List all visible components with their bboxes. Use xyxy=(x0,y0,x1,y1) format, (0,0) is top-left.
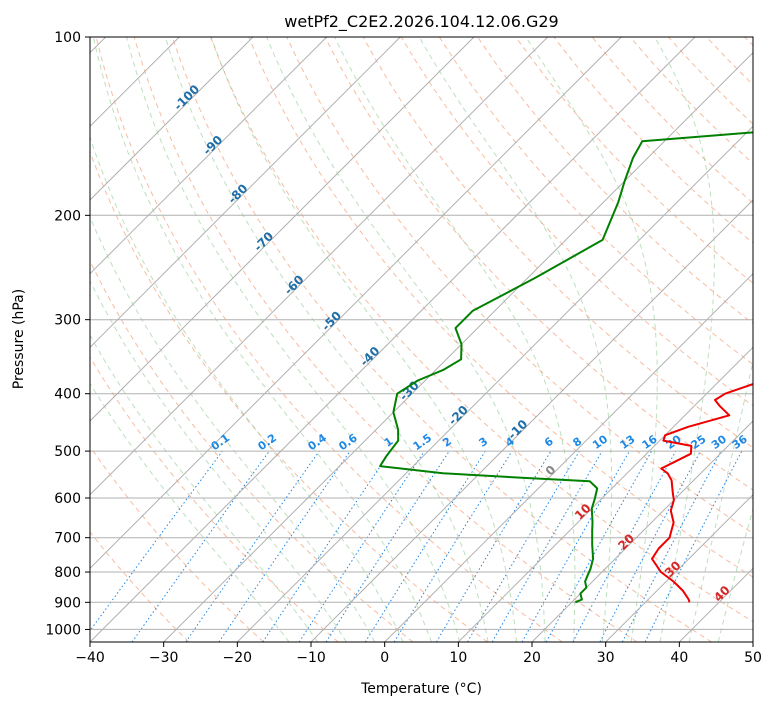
x-tick-label: 50 xyxy=(744,650,762,666)
mixing-ratio-line xyxy=(644,450,743,642)
x-tick-label: −40 xyxy=(75,650,105,666)
isotherm-lines xyxy=(90,37,753,642)
isotherm-line xyxy=(531,420,753,642)
isotherm-line xyxy=(310,199,753,642)
x-tick-label: −10 xyxy=(296,650,326,666)
moist-adiabat-line xyxy=(334,37,576,642)
x-axis-ticks: −40 −30 −20 −10 0 10 20 30 40 50 xyxy=(75,642,762,666)
plot-area: -100-90-80-70-60-50-40-30-20-100 0.1 0.2 0… xyxy=(90,37,753,642)
dry-adiabat-line xyxy=(95,37,563,642)
isotherm-line xyxy=(90,37,475,422)
dry-adiabat-line xyxy=(90,150,488,642)
isotherm-line xyxy=(605,493,753,642)
y-tick-label: 600 xyxy=(54,491,81,507)
moist-adiabat-line xyxy=(654,37,715,642)
y-axis-label: Pressure (hPa) xyxy=(11,289,27,389)
dry-adiabat-line xyxy=(171,37,712,642)
isotherm-line xyxy=(384,272,753,642)
isotherm-line xyxy=(163,51,753,642)
mixing-ratio-line xyxy=(572,450,677,642)
moist-adiabat-line xyxy=(418,37,613,642)
dewpoint-profile-line xyxy=(379,131,753,604)
y-tick-label: 200 xyxy=(54,208,81,224)
moist-adiabat-line xyxy=(266,37,546,642)
x-tick-label: 20 xyxy=(523,650,541,666)
profile-series xyxy=(379,131,753,604)
dry-adiabat-line xyxy=(248,37,753,578)
isotherm-line xyxy=(90,37,401,349)
x-tick-label: 0 xyxy=(380,650,389,666)
moist-adiabat-line xyxy=(90,135,404,642)
y-tick-label: 900 xyxy=(54,595,81,611)
x-tick-label: 30 xyxy=(597,650,615,666)
dry-adiabat-line xyxy=(90,531,190,642)
isotherm-line xyxy=(457,346,753,642)
mixing-ratio-lines xyxy=(90,450,743,642)
y-axis-ticks: 100 200 300 400 500 600 700 800 900 1000 xyxy=(45,30,90,638)
x-tick-label: −30 xyxy=(149,650,179,666)
mixing-ratio-line xyxy=(545,450,653,642)
mixing-ratio-line xyxy=(325,450,450,642)
dry-adiabat-line xyxy=(210,37,753,623)
moist-adiabat-line xyxy=(126,37,461,642)
dry-adiabat-line xyxy=(400,37,753,407)
plot-frame xyxy=(89,36,754,643)
mixing-ratio-line xyxy=(262,450,392,642)
temperature-profile-line xyxy=(651,382,753,603)
x-tick-label: 10 xyxy=(449,650,467,666)
chart-title: wetPf2_C2E2.2026.104.12.06.G29 xyxy=(284,12,558,32)
isotherm-line xyxy=(90,37,254,201)
moist-adiabat-line xyxy=(164,37,489,642)
dry-adiabat-line xyxy=(90,445,264,642)
y-tick-label: 500 xyxy=(54,444,81,460)
mixing-ratio-line xyxy=(131,450,270,642)
dry-adiabat-line xyxy=(90,356,339,642)
moist-adiabat-line xyxy=(90,334,319,642)
dry-adiabats xyxy=(90,37,753,642)
y-tick-label: 800 xyxy=(54,565,81,581)
isobar-gridlines xyxy=(90,37,753,630)
isotherm-line xyxy=(90,37,696,642)
dry-adiabat-line xyxy=(438,37,753,366)
mixing-ratio-line xyxy=(185,450,320,642)
moist-adiabat-line xyxy=(90,215,376,642)
moist-adiabats xyxy=(90,37,753,642)
dry-adiabat-line xyxy=(515,37,753,284)
y-tick-label: 300 xyxy=(54,313,81,329)
y-tick-label: 400 xyxy=(54,387,81,403)
mixing-ratio-line xyxy=(393,450,513,642)
moist-adiabat-line xyxy=(525,37,658,642)
moist-adiabat-line xyxy=(210,37,517,642)
isotherm-line xyxy=(90,37,622,570)
mixing-ratio-line xyxy=(90,450,223,632)
x-tick-label: 40 xyxy=(670,650,688,666)
isotherm-line xyxy=(90,37,549,496)
y-tick-label: 700 xyxy=(54,531,81,547)
x-axis-label: Temperature (°C) xyxy=(360,681,482,697)
moist-adiabat-line xyxy=(90,382,290,642)
isotherm-line xyxy=(90,37,328,275)
y-tick-label: 1000 xyxy=(45,622,81,638)
isotherm-line xyxy=(236,125,753,642)
x-tick-label: −20 xyxy=(223,650,253,666)
mixing-ratio-line xyxy=(521,450,630,642)
y-tick-label: 100 xyxy=(54,30,81,46)
mixing-ratio-line xyxy=(298,450,425,642)
moist-adiabat-line xyxy=(92,37,432,642)
mixing-ratio-line xyxy=(218,450,351,642)
